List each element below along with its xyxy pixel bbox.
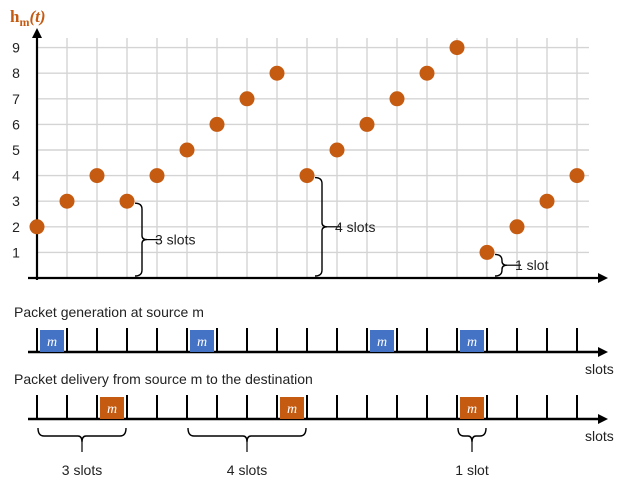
packet-box [190, 330, 214, 352]
y-tick-label: 9 [12, 40, 20, 56]
y-tick-label: 2 [12, 219, 20, 235]
horizontal-brace [37, 427, 127, 443]
data-point [359, 116, 375, 132]
vertical-brace [134, 202, 148, 277]
data-point [119, 193, 135, 209]
packet-box [370, 330, 394, 352]
chart-axes [28, 28, 608, 283]
chart-brace-label: 4 slots [335, 219, 375, 235]
generation-timeline-axis-label: slots [585, 361, 614, 377]
y-axis-title-sub: m [19, 15, 29, 29]
data-point [209, 116, 225, 132]
delivery-timeline-title: Packet delivery from source m to the des… [14, 371, 313, 387]
y-axis-title-main: h [10, 7, 20, 26]
y-tick-label: 8 [12, 65, 20, 81]
delivery-timeline-axis-label: slots [585, 428, 614, 444]
packet-box [460, 397, 484, 419]
data-point [179, 142, 195, 158]
timeline-brace-label: 4 slots [227, 462, 267, 478]
timeline-axis-arrow [598, 347, 608, 357]
packet-label: m [287, 402, 297, 417]
chart-delay-braces: 3 slots 4 slots 1 slot [134, 176, 549, 277]
timeline-brace-label: 3 slots [62, 462, 102, 478]
timeline-brace-label: 1 slot [455, 462, 489, 478]
packet-label: m [467, 402, 477, 417]
data-point [389, 91, 405, 107]
packet-label: m [47, 335, 57, 350]
data-point [89, 168, 105, 184]
y-axis-arrow [32, 28, 42, 38]
data-point [479, 244, 495, 260]
data-point [509, 219, 525, 235]
timeline-delay-braces: 3 slots 4 slots 1 slot [37, 427, 489, 478]
data-point [329, 142, 345, 158]
chart-brace-label: 3 slots [155, 232, 195, 248]
x-axis-arrow [598, 273, 608, 283]
timeline-axis-arrow [598, 414, 608, 424]
y-tick-label: 1 [12, 244, 20, 260]
chart-grid [37, 38, 589, 278]
data-point [269, 65, 285, 81]
packet-label: m [197, 335, 207, 350]
generation-timeline-title: Packet generation at source m [14, 304, 204, 320]
packet-box [460, 330, 484, 352]
data-points [29, 40, 585, 260]
y-tick-label: 7 [12, 91, 20, 107]
data-point [449, 40, 465, 56]
packet-box [40, 330, 64, 352]
packet-box [100, 397, 124, 419]
packet-label: m [467, 335, 477, 350]
horizontal-brace [187, 427, 307, 443]
data-point [59, 193, 75, 209]
y-axis-title-arg: (t) [29, 7, 45, 26]
data-point [29, 219, 45, 235]
y-tick-label: 3 [12, 193, 20, 209]
data-point [239, 91, 255, 107]
data-point [299, 168, 315, 184]
chart-brace-label: 1 slot [515, 257, 549, 273]
data-point [149, 168, 165, 184]
packet-label: m [377, 335, 387, 350]
y-tick-label: 6 [12, 116, 20, 132]
y-tick-labels: 1 2 3 4 5 6 7 8 9 [12, 40, 20, 261]
packet-box [280, 397, 304, 419]
packet-label: m [107, 402, 117, 417]
y-tick-label: 4 [12, 168, 20, 184]
data-point [419, 65, 435, 81]
horizontal-brace [457, 427, 487, 443]
data-point [539, 193, 555, 209]
vertical-brace [494, 253, 508, 277]
data-point [569, 168, 585, 184]
y-tick-label: 5 [12, 142, 20, 158]
y-axis-title: hm(t) [10, 7, 46, 29]
